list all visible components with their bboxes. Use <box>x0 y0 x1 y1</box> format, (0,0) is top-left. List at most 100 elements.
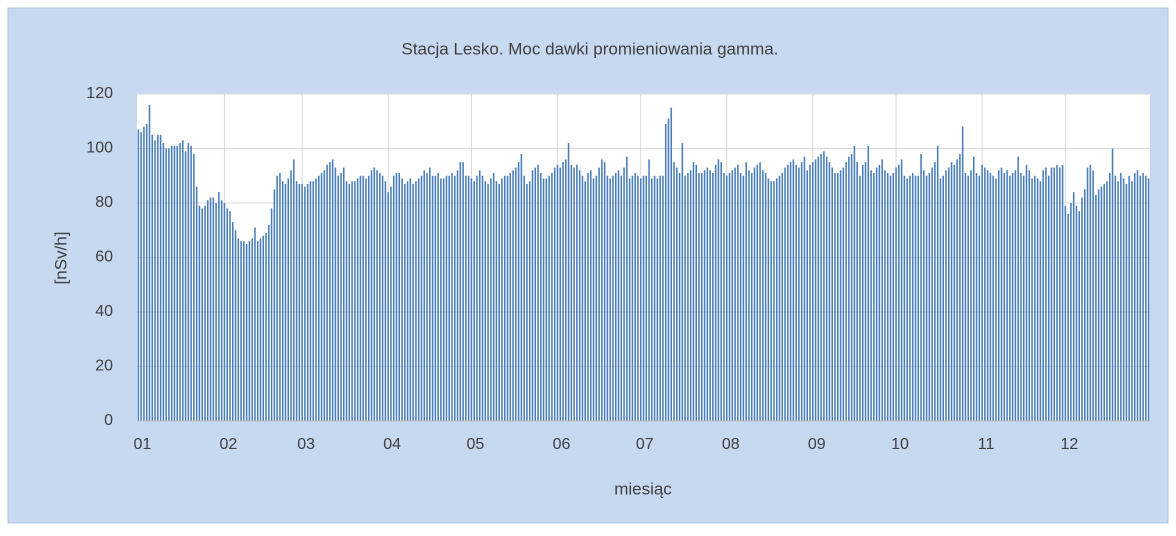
bar <box>290 170 292 421</box>
bar <box>417 178 420 421</box>
bar <box>184 151 187 421</box>
y-axis-label: [nSv/h] <box>51 232 70 285</box>
bar <box>1034 175 1036 421</box>
bar <box>1095 194 1097 421</box>
bar <box>720 162 722 421</box>
bar <box>923 170 925 421</box>
bar <box>759 162 761 421</box>
bar <box>609 178 611 421</box>
bar <box>667 118 670 422</box>
bar <box>717 159 720 421</box>
bar <box>775 178 778 421</box>
bar <box>1114 175 1117 421</box>
bar <box>456 170 459 421</box>
bar <box>812 162 814 421</box>
bar <box>992 175 994 421</box>
bar <box>398 173 401 421</box>
bar <box>1142 173 1144 421</box>
bar <box>231 222 234 421</box>
x-tick-label: 04 <box>383 436 401 453</box>
bar <box>881 159 883 421</box>
bar <box>959 153 961 421</box>
bar <box>725 175 728 421</box>
bar <box>409 178 412 421</box>
bar <box>523 175 525 421</box>
bar <box>778 175 781 421</box>
bar <box>1014 170 1017 421</box>
bar <box>995 178 997 421</box>
bar <box>906 178 908 421</box>
bar <box>143 126 145 421</box>
bar <box>198 205 201 421</box>
bar <box>1089 164 1092 421</box>
x-axis-label: miesiąc <box>614 479 672 498</box>
bar <box>320 173 323 421</box>
bar <box>148 104 151 422</box>
bar <box>526 183 528 421</box>
y-tick-label: 0 <box>104 412 113 429</box>
bar <box>595 175 598 421</box>
bar <box>1028 170 1031 421</box>
bar <box>426 173 428 421</box>
bar <box>326 164 328 421</box>
bar <box>279 173 281 421</box>
bar <box>1128 175 1130 421</box>
y-tick-label: 80 <box>95 194 113 211</box>
bar <box>589 170 592 421</box>
bar <box>495 181 498 421</box>
bar <box>739 173 742 421</box>
bar <box>415 181 417 421</box>
bar <box>948 167 950 421</box>
bar <box>1039 181 1042 421</box>
y-tick-label: 20 <box>95 358 113 375</box>
bar <box>359 175 362 421</box>
y-tick-label: 100 <box>86 140 113 157</box>
bar <box>737 164 739 421</box>
bar <box>301 183 303 421</box>
bar <box>639 178 642 421</box>
bar <box>817 156 820 422</box>
bar <box>678 173 681 421</box>
bar <box>284 183 287 421</box>
bar <box>673 162 675 421</box>
bar <box>931 167 933 421</box>
bar <box>895 167 897 421</box>
bar <box>478 170 481 421</box>
bar <box>226 208 228 421</box>
bar <box>900 159 903 421</box>
bar <box>1100 186 1103 421</box>
bar <box>473 181 475 421</box>
bar <box>251 238 253 421</box>
bar <box>953 164 956 421</box>
bar <box>806 170 809 421</box>
bar <box>1025 164 1028 421</box>
bar <box>434 175 437 421</box>
bar <box>215 203 217 421</box>
bar <box>354 181 356 421</box>
bar <box>917 175 920 421</box>
bar <box>540 173 542 421</box>
bar <box>1047 175 1050 421</box>
bar <box>534 167 537 421</box>
bar <box>925 175 928 421</box>
bar <box>961 126 964 421</box>
x-tick-label: 10 <box>891 436 909 453</box>
bar <box>270 208 273 421</box>
bar <box>492 173 495 421</box>
bar <box>914 175 917 421</box>
bar <box>262 235 265 421</box>
bar <box>745 162 747 421</box>
bar <box>140 132 142 421</box>
bar <box>1075 205 1078 421</box>
bar <box>892 173 895 421</box>
bar <box>928 173 931 421</box>
bar <box>1003 173 1006 421</box>
bar <box>653 175 656 421</box>
bar <box>614 173 617 421</box>
bar <box>1084 189 1086 421</box>
bar <box>756 164 759 421</box>
bar <box>1061 164 1064 421</box>
bar <box>237 238 240 421</box>
bar <box>1064 205 1067 421</box>
x-tick-label: 08 <box>722 436 740 453</box>
